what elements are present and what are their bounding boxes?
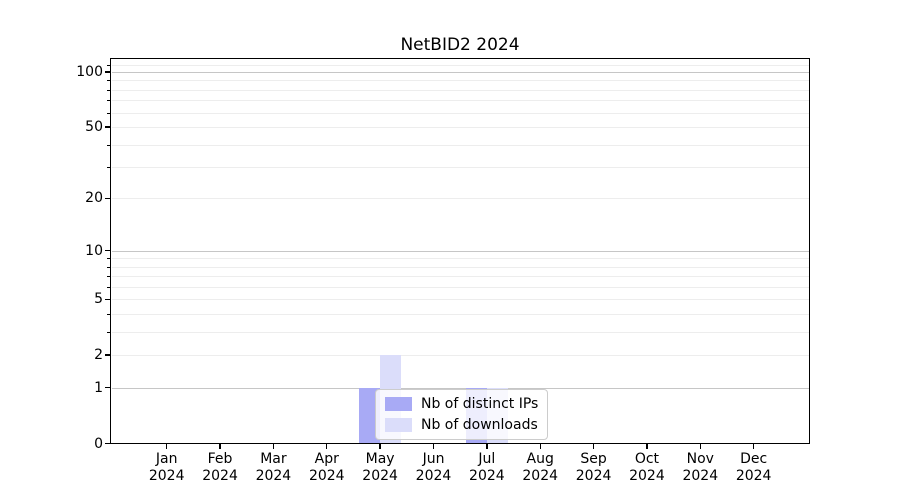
gridline-minor xyxy=(112,266,809,268)
x-tick-label: Jun 2024 xyxy=(415,451,452,484)
y-tick-label: 1 xyxy=(94,379,103,396)
y-tick-mark xyxy=(105,249,110,252)
x-tick-mark xyxy=(326,444,328,449)
y-tick-mark xyxy=(105,71,110,73)
x-tick-mark xyxy=(646,444,648,449)
x-tick-mark xyxy=(379,444,381,449)
x-tick-mark xyxy=(166,444,168,449)
gridline-minor xyxy=(112,127,809,129)
y-tick-label: 100 xyxy=(76,64,103,81)
y-tick-label: 0 xyxy=(94,435,103,452)
y-minor-tick-mark xyxy=(107,266,110,268)
gridline-minor xyxy=(112,299,809,301)
y-tick-label: 50 xyxy=(85,119,103,136)
gridline-major xyxy=(112,250,809,252)
x-tick-label: Feb 2024 xyxy=(202,451,238,484)
y-minor-tick-mark xyxy=(107,331,110,333)
x-tick-label: Oct 2024 xyxy=(629,451,665,484)
y-minor-tick-mark xyxy=(107,112,110,114)
y-tick-mark xyxy=(105,197,110,200)
gridline-minor xyxy=(112,276,809,278)
x-tick-label: Sep 2024 xyxy=(575,451,612,484)
gridline-minor xyxy=(112,100,809,102)
y-minor-tick-mark xyxy=(107,258,110,260)
chart-legend: Nb of distinct IPs Nb of downloads xyxy=(375,389,549,440)
y-tick-label: 5 xyxy=(94,291,103,308)
legend-swatch xyxy=(385,417,412,432)
gridline-minor xyxy=(112,64,809,66)
gridline-major xyxy=(112,72,809,74)
y-minor-tick-mark xyxy=(107,276,110,278)
gridline-minor xyxy=(112,355,809,357)
legend-label: Nb of distinct IPs xyxy=(421,395,539,412)
y-tick-mark xyxy=(105,126,110,128)
x-tick-mark xyxy=(752,444,755,449)
y-minor-tick-mark xyxy=(107,80,110,82)
gridline-minor xyxy=(112,258,809,260)
x-tick-label: Jul 2024 xyxy=(469,451,505,484)
x-tick-label: Aug 2024 xyxy=(522,451,559,484)
x-tick-label: May 2024 xyxy=(362,451,398,484)
x-tick-mark xyxy=(592,444,595,449)
y-tick-mark xyxy=(105,442,110,445)
x-tick-mark xyxy=(699,444,701,449)
y-minor-tick-mark xyxy=(107,313,110,315)
y-tick-mark xyxy=(105,387,110,389)
gridline-minor xyxy=(112,89,809,91)
x-tick-label: Dec 2024 xyxy=(735,451,772,484)
gridline-minor xyxy=(112,331,809,333)
gridline-major xyxy=(112,387,809,389)
gridline-minor xyxy=(112,286,809,288)
gridline-minor xyxy=(112,144,809,146)
legend-item: Nb of downloads xyxy=(385,415,538,434)
y-tick-mark xyxy=(105,298,110,300)
x-tick-label: Apr 2024 xyxy=(308,451,345,484)
y-tick-mark xyxy=(105,354,110,356)
y-minor-tick-mark xyxy=(107,64,110,66)
y-minor-tick-mark xyxy=(107,89,110,91)
y-minor-tick-mark xyxy=(107,144,110,146)
x-tick-label: Mar 2024 xyxy=(255,451,292,484)
legend-item: Nb of distinct IPs xyxy=(385,394,538,413)
gridline-minor xyxy=(112,167,809,169)
x-tick-mark xyxy=(539,444,541,449)
x-tick-mark xyxy=(272,444,275,449)
x-tick-label: Jan 2024 xyxy=(148,451,185,484)
y-tick-label: 2 xyxy=(94,347,103,364)
x-tick-mark xyxy=(432,444,435,449)
gridline-minor xyxy=(112,313,809,315)
gridline-minor xyxy=(112,198,809,200)
chart-title: NetBID2 2024 xyxy=(400,35,520,55)
gridline-minor xyxy=(112,112,809,114)
y-minor-tick-mark xyxy=(107,100,110,102)
bar-distinct-ips xyxy=(358,387,381,443)
gridline-minor xyxy=(112,80,809,82)
legend-swatch xyxy=(385,396,412,411)
y-tick-label: 10 xyxy=(85,242,103,259)
x-tick-label: Nov 2024 xyxy=(682,451,719,484)
y-minor-tick-mark xyxy=(107,167,110,169)
x-tick-mark xyxy=(486,444,488,449)
y-minor-tick-mark xyxy=(107,286,110,288)
x-tick-mark xyxy=(219,444,221,449)
legend-label: Nb of downloads xyxy=(421,416,538,433)
y-tick-label: 20 xyxy=(85,190,103,207)
